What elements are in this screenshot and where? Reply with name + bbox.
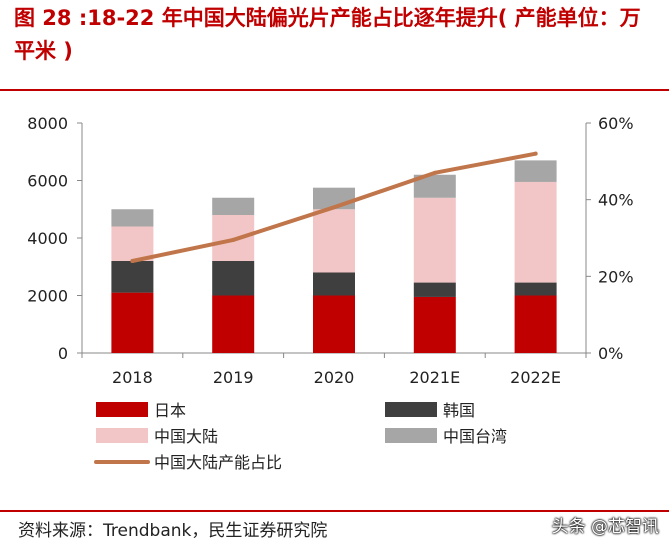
bar-1-2022E	[514, 295, 557, 353]
bar-1-2019	[212, 295, 255, 353]
y-tick-label: 2000	[27, 287, 68, 306]
y2-tick-label: 20%	[598, 267, 634, 286]
y-tick-label: 8000	[27, 114, 68, 133]
x-tick-label: 2019	[213, 368, 254, 387]
share-point-2022E	[533, 151, 538, 156]
bar-4-2022E	[514, 160, 557, 182]
legend-label-1: 日本	[154, 401, 186, 420]
y2-tick-label: 60%	[598, 114, 634, 133]
legend-swatch-2	[385, 402, 437, 417]
bar-3-2022E	[514, 181, 557, 283]
chart: 0 2000 4000 6000 8000 0% 20% 40% 60% 2018 2019 2020…	[27, 114, 634, 472]
share-point-2021E	[432, 170, 437, 175]
bar-4-2019	[212, 197, 255, 215]
x-tick-label: 2020	[314, 368, 355, 387]
bar-3-2021E	[413, 197, 456, 283]
legend-label-3: 中国大陆	[154, 427, 218, 446]
y-tick-label: 6000	[27, 172, 68, 191]
legend-swatch-3	[96, 428, 148, 443]
y2-tick-label: 40%	[598, 191, 634, 210]
x-tick-label: 2022E	[510, 368, 561, 387]
legend-swatch-1	[96, 402, 148, 417]
title-divider	[0, 89, 669, 91]
watermark: 头条 @芯智讯	[551, 517, 659, 537]
bar-3-2018	[111, 226, 154, 261]
footer-divider	[0, 510, 669, 512]
source-note: 资料来源：Trendbank，民生证券研究院	[18, 521, 328, 541]
legend-label-5: 中国大陆产能占比	[154, 453, 282, 472]
bar-1-2018	[111, 292, 154, 353]
share-point-2020	[332, 205, 336, 210]
y-tick-label: 0	[58, 344, 68, 363]
bar-2-2020	[313, 272, 355, 296]
x-tick-label: 2021E	[409, 368, 460, 387]
legend-label-4: 中国台湾	[443, 427, 507, 446]
bar-2-2019	[212, 261, 255, 296]
bar-2-2022E	[514, 282, 557, 296]
bar-3-2020	[313, 209, 355, 273]
legend-label-2: 韩国	[443, 401, 475, 420]
y-tick-label: 4000	[27, 229, 68, 248]
x-tick-label: 2018	[112, 368, 153, 387]
legend-swatch-4	[385, 428, 437, 443]
share-point-2019	[231, 237, 236, 242]
bar-4-2021E	[413, 174, 456, 198]
bar-2-2018	[111, 261, 154, 293]
chart-title: 图 28 :18-22 年中国大陆偏光片产能占比逐年提升( 产能单位：万平米 )	[14, 6, 641, 63]
bar-1-2020	[313, 295, 355, 353]
y2-tick-label: 0%	[598, 344, 623, 363]
share-point-2018	[130, 259, 135, 263]
bar-2-2021E	[413, 282, 456, 297]
bar-1-2021E	[413, 296, 456, 353]
bar-4-2018	[111, 209, 154, 227]
